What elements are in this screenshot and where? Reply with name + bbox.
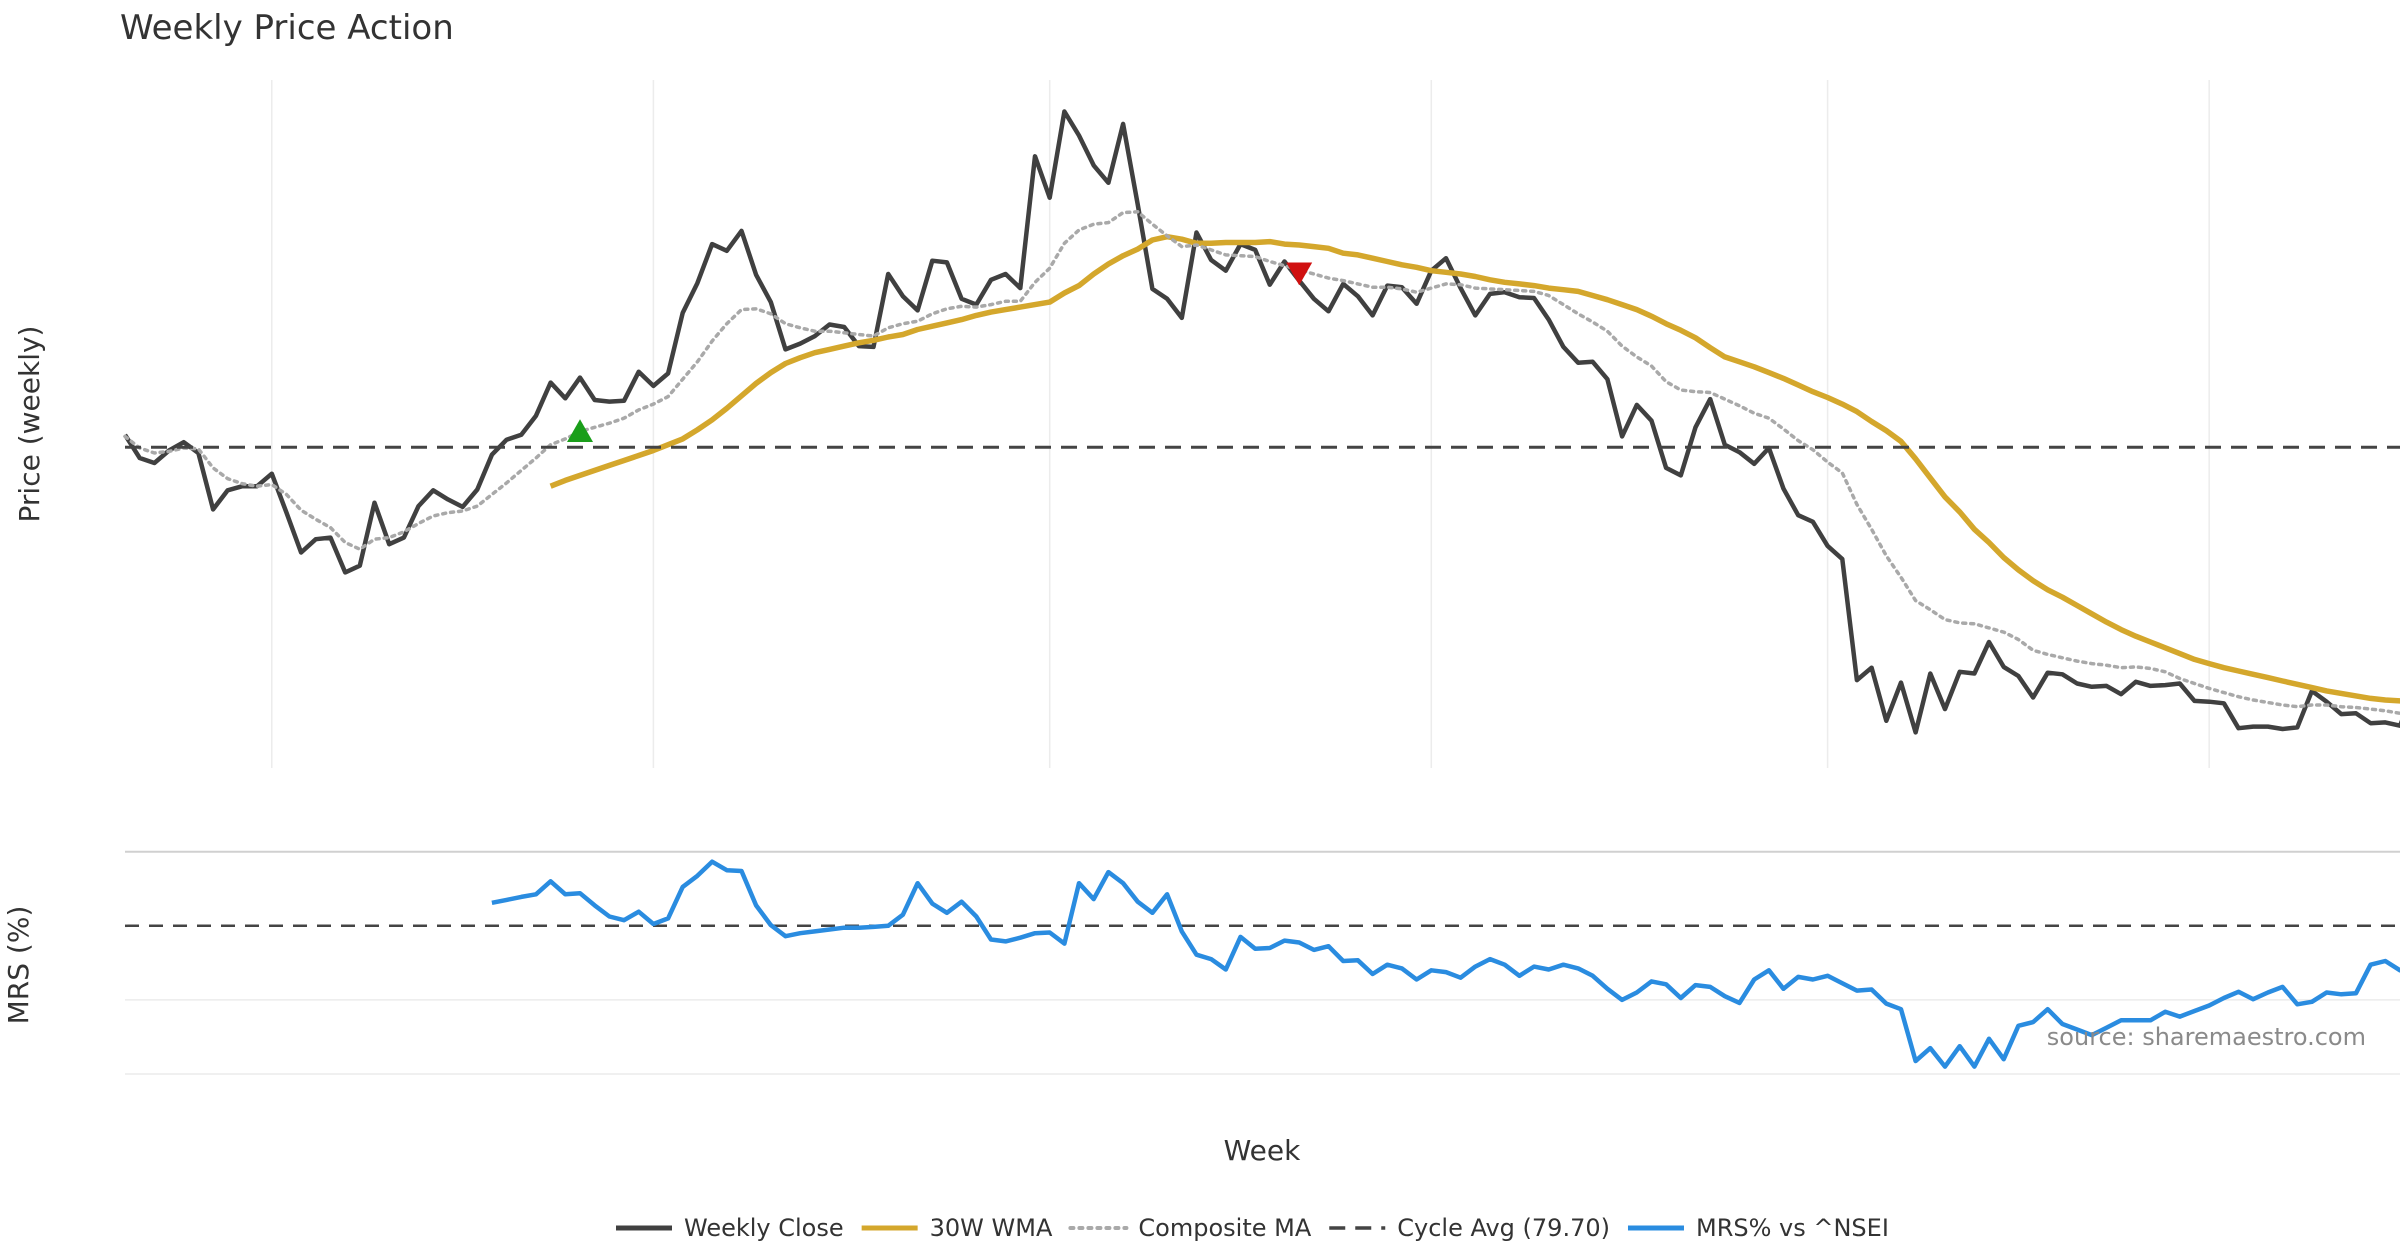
- weekly-close-line: [123, 109, 2400, 735]
- composite-ma-line: [123, 210, 2400, 716]
- mrs-grid: [125, 850, 2400, 1075]
- x-axis-title: Week: [1224, 1134, 1301, 1167]
- chart-title: Weekly Price Action: [120, 8, 454, 48]
- price-series-layer: [123, 109, 2400, 735]
- buy-signal-marker: [567, 419, 593, 443]
- mrs-axis-title: MRS (%): [2, 906, 35, 1025]
- price-grid: [271, 80, 2210, 768]
- price-axis-title: Price (weekly): [13, 326, 46, 523]
- wma-30w-line: [549, 233, 2400, 704]
- mrs-series-layer: [491, 859, 2400, 1069]
- legend-label: MRS% vs ^NSEI: [1696, 1214, 1889, 1242]
- legend-label: 30W WMA: [930, 1214, 1053, 1242]
- mrs-line: [491, 859, 2400, 1069]
- legend-label: Cycle Avg (79.70): [1397, 1214, 1610, 1242]
- sell-signal-marker: [1286, 262, 1313, 286]
- source-note: source: sharemaestro.com: [2047, 1023, 2366, 1051]
- legend-label: Weekly Close: [684, 1214, 844, 1242]
- legend: Weekly Close 30W WMA Composite MA Cycle Avg…: [616, 1214, 1889, 1242]
- legend-label: Composite MA: [1138, 1214, 1311, 1242]
